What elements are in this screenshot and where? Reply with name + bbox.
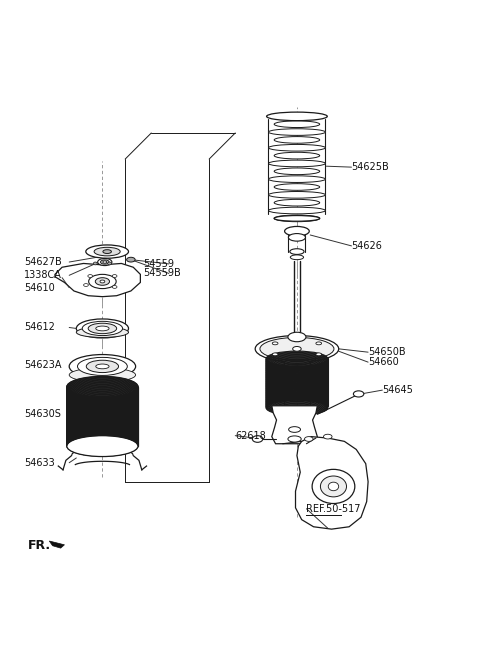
Ellipse shape xyxy=(84,284,88,286)
Ellipse shape xyxy=(290,249,304,254)
Ellipse shape xyxy=(97,259,112,265)
Ellipse shape xyxy=(127,257,135,262)
Ellipse shape xyxy=(274,215,320,221)
Ellipse shape xyxy=(268,145,325,151)
Text: 54626: 54626 xyxy=(351,241,383,251)
Ellipse shape xyxy=(268,160,325,167)
Ellipse shape xyxy=(89,274,116,289)
Ellipse shape xyxy=(266,112,327,121)
Text: FR.: FR. xyxy=(27,539,50,552)
Ellipse shape xyxy=(290,255,303,259)
Ellipse shape xyxy=(67,377,138,397)
Ellipse shape xyxy=(321,476,347,497)
Ellipse shape xyxy=(274,183,320,191)
Ellipse shape xyxy=(274,168,320,175)
Text: 54630S: 54630S xyxy=(24,409,61,419)
Text: REF.50-517: REF.50-517 xyxy=(306,504,361,514)
Ellipse shape xyxy=(274,121,320,128)
Ellipse shape xyxy=(88,323,117,333)
Ellipse shape xyxy=(268,113,325,120)
Ellipse shape xyxy=(69,368,136,382)
Ellipse shape xyxy=(328,482,339,491)
Ellipse shape xyxy=(284,360,310,364)
Ellipse shape xyxy=(274,137,320,143)
Ellipse shape xyxy=(100,280,105,283)
Ellipse shape xyxy=(94,248,120,256)
Ellipse shape xyxy=(272,342,278,345)
Ellipse shape xyxy=(96,364,109,369)
Ellipse shape xyxy=(274,215,320,221)
Text: 54625B: 54625B xyxy=(351,162,389,172)
Ellipse shape xyxy=(324,434,332,439)
Ellipse shape xyxy=(312,470,355,504)
Ellipse shape xyxy=(304,437,313,441)
Ellipse shape xyxy=(112,286,117,288)
Ellipse shape xyxy=(86,245,129,258)
Ellipse shape xyxy=(285,227,309,236)
Ellipse shape xyxy=(112,274,117,278)
Polygon shape xyxy=(296,437,368,529)
Text: 54633: 54633 xyxy=(24,458,55,468)
Text: 54610: 54610 xyxy=(24,283,55,293)
Ellipse shape xyxy=(274,199,320,206)
Ellipse shape xyxy=(252,436,263,442)
Text: 54623A: 54623A xyxy=(24,360,61,371)
Ellipse shape xyxy=(268,207,325,214)
Polygon shape xyxy=(49,541,64,548)
Ellipse shape xyxy=(316,353,322,356)
Ellipse shape xyxy=(288,426,300,432)
Ellipse shape xyxy=(316,342,322,345)
Ellipse shape xyxy=(77,358,127,375)
Text: 54559B: 54559B xyxy=(143,269,180,278)
Polygon shape xyxy=(272,406,317,443)
Ellipse shape xyxy=(353,391,364,397)
Ellipse shape xyxy=(288,332,306,342)
Ellipse shape xyxy=(260,337,334,360)
Ellipse shape xyxy=(288,436,301,442)
Ellipse shape xyxy=(67,436,138,457)
Ellipse shape xyxy=(94,262,97,265)
Ellipse shape xyxy=(86,360,119,373)
Text: 54612: 54612 xyxy=(24,322,55,333)
Ellipse shape xyxy=(108,262,111,265)
Ellipse shape xyxy=(293,346,301,351)
Ellipse shape xyxy=(268,191,325,198)
Ellipse shape xyxy=(288,234,305,241)
Ellipse shape xyxy=(96,326,109,331)
Ellipse shape xyxy=(255,335,339,362)
Ellipse shape xyxy=(103,261,107,263)
Ellipse shape xyxy=(268,129,325,136)
Text: 54650B: 54650B xyxy=(368,347,406,357)
Text: 1338CA: 1338CA xyxy=(24,271,62,280)
Ellipse shape xyxy=(100,260,109,264)
Ellipse shape xyxy=(76,327,129,337)
Ellipse shape xyxy=(272,353,278,356)
Ellipse shape xyxy=(69,354,136,379)
Polygon shape xyxy=(55,263,140,297)
Text: 54627B: 54627B xyxy=(24,257,62,267)
Ellipse shape xyxy=(76,319,129,338)
Ellipse shape xyxy=(103,250,111,253)
Ellipse shape xyxy=(88,274,93,278)
Text: 54559: 54559 xyxy=(143,259,174,269)
Ellipse shape xyxy=(96,278,109,286)
Text: 54660: 54660 xyxy=(368,357,399,367)
Text: 62618: 62618 xyxy=(235,431,266,441)
Ellipse shape xyxy=(268,176,325,183)
Text: 54645: 54645 xyxy=(383,385,413,395)
Ellipse shape xyxy=(274,152,320,159)
Ellipse shape xyxy=(82,322,122,335)
